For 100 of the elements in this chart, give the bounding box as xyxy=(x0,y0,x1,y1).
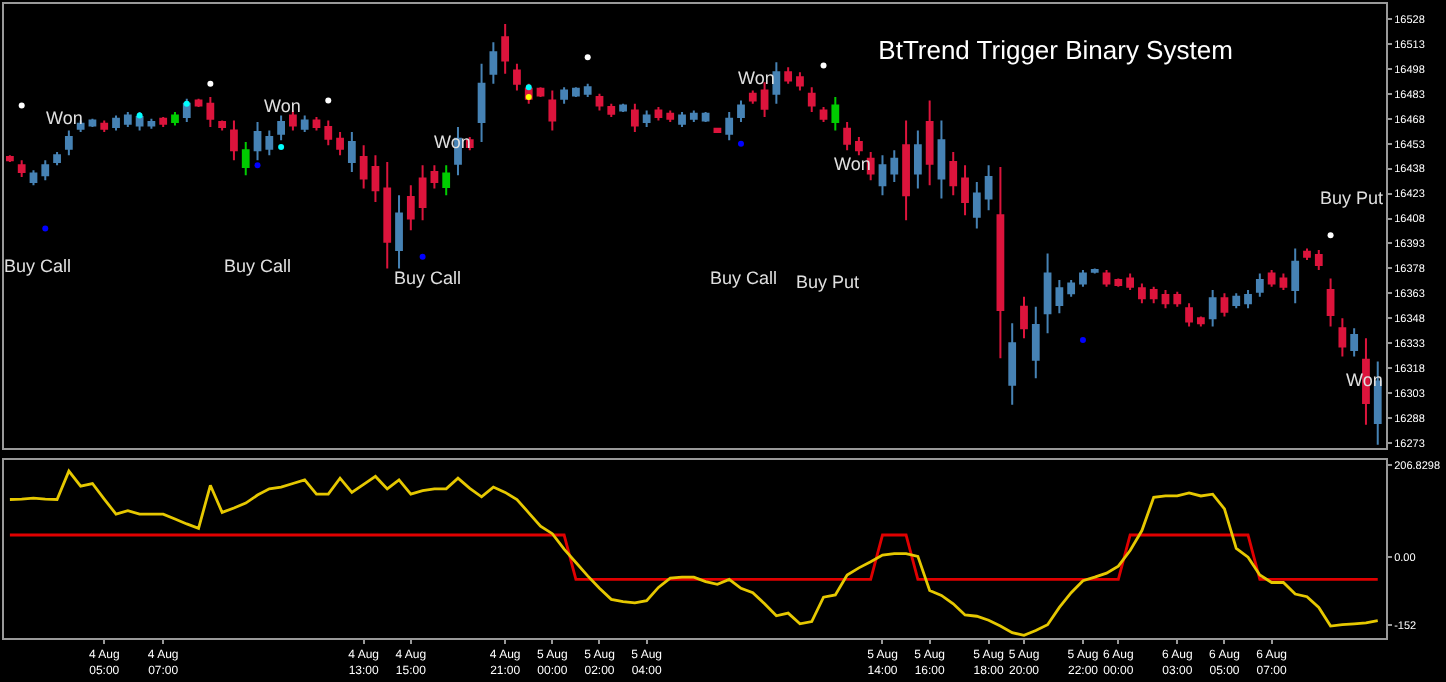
candlestick xyxy=(560,86,568,105)
point xyxy=(18,102,25,109)
point xyxy=(254,162,261,169)
point xyxy=(136,112,143,119)
point xyxy=(1327,232,1334,239)
annotation: Buy Put xyxy=(1320,188,1385,208)
candlestick xyxy=(1255,272,1264,298)
candlestick xyxy=(654,106,663,122)
candlestick xyxy=(1220,292,1229,318)
candlestick xyxy=(843,121,851,152)
candlestick xyxy=(913,129,922,190)
candlestick xyxy=(1338,317,1347,358)
candlestick xyxy=(1185,302,1193,328)
candlestick xyxy=(737,99,745,124)
candlestick xyxy=(406,184,415,232)
candlestick xyxy=(701,111,710,124)
candlestick xyxy=(300,114,309,134)
annotation: Buy Put xyxy=(796,272,861,292)
candlestick xyxy=(147,117,156,130)
candlestick xyxy=(1079,269,1087,288)
candlestick xyxy=(1303,247,1311,262)
candlestick xyxy=(253,121,262,162)
text: BtTrend Trigger Binary System xyxy=(878,35,1233,66)
candlestick xyxy=(171,111,179,127)
candlestick xyxy=(784,66,793,85)
candlestick xyxy=(312,116,321,132)
point xyxy=(42,225,49,232)
candlestick xyxy=(1067,279,1076,298)
candlestick xyxy=(878,154,887,197)
candlestick xyxy=(29,169,38,187)
candlestick xyxy=(41,159,50,182)
candlestick xyxy=(619,102,627,114)
candlestick xyxy=(1031,305,1040,380)
candlestick xyxy=(418,164,427,222)
candlestick xyxy=(1161,289,1170,310)
candlestick xyxy=(100,119,109,134)
candlestick xyxy=(347,131,356,173)
candlestick xyxy=(972,180,981,230)
point xyxy=(525,94,532,101)
candlestick xyxy=(371,154,380,203)
candlestick xyxy=(395,194,403,270)
candlestick xyxy=(324,119,333,147)
candlestick xyxy=(760,81,769,119)
candlestick xyxy=(1173,290,1182,308)
candlestick xyxy=(241,141,250,177)
candlestick xyxy=(1008,322,1017,406)
annotation: Buy Call xyxy=(4,256,72,276)
candlestick xyxy=(1350,327,1359,358)
candlestick xyxy=(855,136,863,157)
point xyxy=(183,100,190,107)
candlestick xyxy=(336,131,344,157)
candlestick xyxy=(489,41,498,85)
candlestick xyxy=(595,92,604,112)
annotation: Buy Call xyxy=(224,256,292,276)
candlestick xyxy=(1020,295,1028,340)
candlestick xyxy=(902,119,910,222)
candlestick xyxy=(572,86,580,99)
candlestick xyxy=(819,106,828,124)
candlestick xyxy=(925,99,934,187)
candlestick xyxy=(1232,292,1241,310)
point xyxy=(525,84,532,91)
candlestick xyxy=(772,61,781,105)
annotation: Buy Call xyxy=(710,268,778,288)
candlestick xyxy=(725,111,734,142)
candlestick xyxy=(642,109,651,129)
candlestick xyxy=(583,82,592,99)
point xyxy=(1079,336,1086,343)
candlestick xyxy=(796,71,804,92)
candlestick xyxy=(430,164,439,190)
candlestick xyxy=(442,164,451,197)
candlestick xyxy=(1102,269,1111,288)
candlestick xyxy=(477,62,486,144)
point xyxy=(325,97,332,104)
candlestick xyxy=(277,114,285,142)
candlestick xyxy=(548,89,557,132)
candlestick xyxy=(64,129,73,157)
candlestick xyxy=(1208,289,1217,328)
candlestick xyxy=(807,86,816,114)
candlestick xyxy=(1149,285,1158,305)
candlestick xyxy=(112,114,120,132)
candlestick xyxy=(1279,272,1288,292)
candlestick xyxy=(1055,279,1064,315)
candlestick xyxy=(1126,272,1134,292)
annotation: Won xyxy=(46,108,83,128)
candlestick xyxy=(53,151,61,167)
candlestick xyxy=(206,96,215,129)
candlestick xyxy=(961,164,969,217)
candlestick xyxy=(678,111,686,129)
candlestick xyxy=(1267,269,1276,288)
candlestick xyxy=(123,111,132,129)
candlestick xyxy=(1291,247,1300,305)
candlestick xyxy=(513,62,521,92)
candlestick xyxy=(890,149,899,183)
point xyxy=(278,144,285,151)
line-series xyxy=(8,469,1380,637)
candlestick xyxy=(1114,277,1123,288)
candlestick xyxy=(630,102,639,134)
candlestick xyxy=(289,109,297,132)
point xyxy=(207,80,214,87)
annotation: Won xyxy=(264,96,301,116)
